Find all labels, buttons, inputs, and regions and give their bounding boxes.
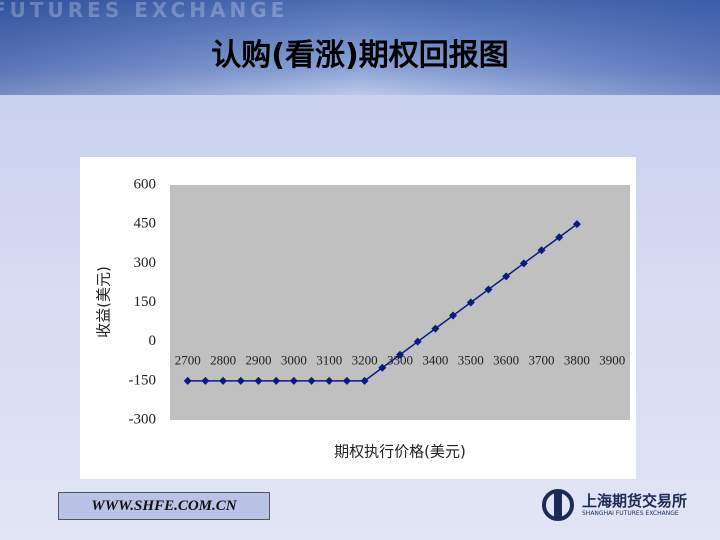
logo-subtext: SHANGHAI FUTURES EXCHANGE xyxy=(582,510,679,517)
y-tick-label: 0 xyxy=(149,333,157,349)
data-point xyxy=(307,376,316,385)
x-tick-label: 2700 xyxy=(175,353,201,368)
x-tick-label: 2900 xyxy=(245,353,271,368)
logo-icon xyxy=(542,489,574,521)
x-tick-label: 2800 xyxy=(210,353,236,368)
x-tick-label: 3000 xyxy=(281,353,307,368)
logo: 上海期货交易所 SHANGHAI FUTURES EXCHANGE xyxy=(540,488,690,522)
x-tick-label: 3800 xyxy=(564,353,590,368)
watermark: FUTURES EXCHANGE xyxy=(0,0,289,22)
data-point xyxy=(201,376,210,385)
data-point xyxy=(378,363,387,372)
data-point xyxy=(572,220,581,229)
y-tick-label: 600 xyxy=(134,176,157,192)
data-point xyxy=(183,376,192,385)
y-tick-label: -300 xyxy=(129,411,157,427)
website-url[interactable]: WWW.SHFE.COM.CN xyxy=(58,492,270,520)
slide-title: 认购(看涨)期权回报图 xyxy=(211,38,509,73)
data-point xyxy=(325,376,334,385)
data-point xyxy=(289,376,298,385)
data-point xyxy=(466,298,475,307)
x-tick-label: 3600 xyxy=(493,353,519,368)
x-tick-label: 3300 xyxy=(387,353,413,368)
x-tick-label: 3200 xyxy=(352,353,378,368)
data-point xyxy=(219,376,228,385)
logo-text: 上海期货交易所 xyxy=(582,492,688,510)
y-axis-title: 收益(美元) xyxy=(95,266,113,338)
x-axis-title: 期权执行价格(美元) xyxy=(334,443,466,461)
data-point xyxy=(342,376,351,385)
title-bar xyxy=(0,0,720,95)
data-point xyxy=(537,246,546,255)
data-point xyxy=(236,376,245,385)
data-point xyxy=(254,376,263,385)
y-tick-label: -150 xyxy=(129,372,157,388)
plot-area xyxy=(170,185,630,420)
y-tick-label: 150 xyxy=(134,294,157,310)
data-point xyxy=(396,350,404,359)
x-tick-label: 3500 xyxy=(458,353,484,368)
data-point xyxy=(431,324,440,333)
data-point xyxy=(449,311,458,320)
data-point xyxy=(484,285,493,294)
y-tick-label: 450 xyxy=(134,216,157,232)
data-point xyxy=(519,259,528,268)
x-tick-label: 3100 xyxy=(316,353,342,368)
x-tick-label: 3400 xyxy=(422,353,448,368)
y-tick-label: 300 xyxy=(134,255,157,271)
data-point xyxy=(360,376,369,385)
data-point xyxy=(502,272,511,281)
data-point xyxy=(272,376,281,385)
x-tick-label: 3900 xyxy=(599,353,625,368)
data-point xyxy=(413,337,422,346)
data-point xyxy=(555,233,564,242)
x-tick-label: 3700 xyxy=(529,353,555,368)
